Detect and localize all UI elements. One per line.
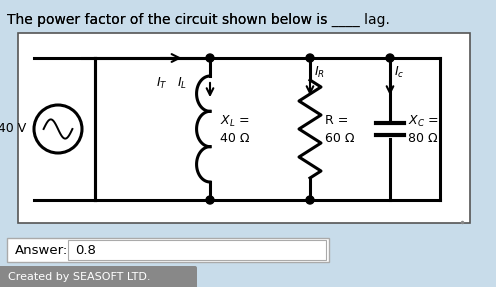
FancyBboxPatch shape <box>68 240 326 260</box>
Text: $I_T$: $I_T$ <box>156 76 168 91</box>
Circle shape <box>34 105 82 153</box>
Text: 0.8: 0.8 <box>75 243 96 257</box>
Text: 80 Ω: 80 Ω <box>408 133 437 146</box>
Circle shape <box>206 54 214 62</box>
Text: $I_c$: $I_c$ <box>394 65 404 79</box>
Circle shape <box>206 196 214 204</box>
Text: The power factor of the circuit shown below is ____ lag.: The power factor of the circuit shown be… <box>7 13 390 27</box>
Text: $I_L$: $I_L$ <box>177 76 187 91</box>
Text: R =: R = <box>325 115 348 127</box>
Circle shape <box>306 196 314 204</box>
Bar <box>18 33 470 223</box>
Text: 60 Ω: 60 Ω <box>325 133 355 146</box>
Text: 40 Ω: 40 Ω <box>220 133 249 146</box>
Text: The power factor of the circuit shown below is: The power factor of the circuit shown be… <box>7 13 332 27</box>
Text: $X_C$ =: $X_C$ = <box>408 113 439 129</box>
Circle shape <box>386 54 394 62</box>
Text: Created by SEASOFT LTD.: Created by SEASOFT LTD. <box>8 272 150 282</box>
FancyBboxPatch shape <box>7 238 329 262</box>
Text: Answer:: Answer: <box>15 243 68 257</box>
Text: $X_L$ =: $X_L$ = <box>220 113 249 129</box>
FancyBboxPatch shape <box>0 266 197 287</box>
Text: $I_R$: $I_R$ <box>314 65 325 79</box>
Circle shape <box>306 54 314 62</box>
Text: 240 V: 240 V <box>0 123 26 135</box>
